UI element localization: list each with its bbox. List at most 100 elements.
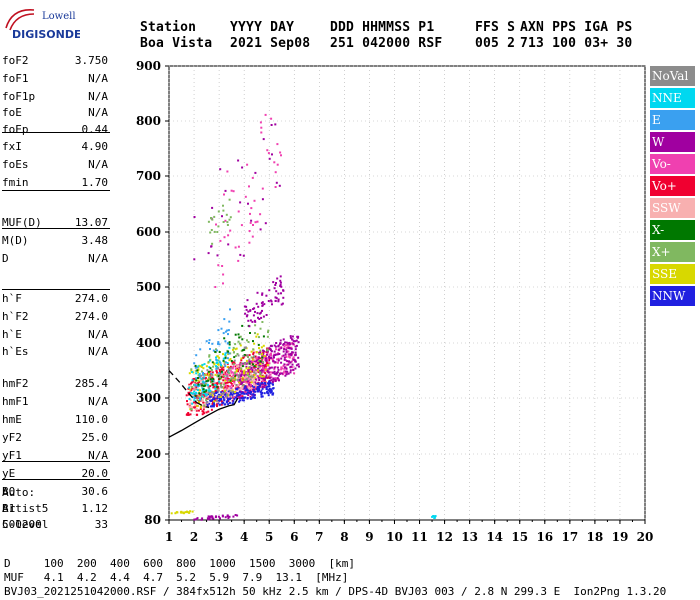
param-row: hmF2 285.4: [2, 377, 108, 391]
echo-point: [194, 388, 197, 391]
echo-point: [270, 379, 273, 382]
echo-point: [228, 381, 231, 383]
echo-point: [258, 389, 260, 391]
y-tick-label: 900: [136, 59, 161, 73]
echo-point: [254, 357, 257, 360]
echo-point: [227, 397, 230, 399]
echo-point: [220, 368, 223, 371]
echo-point: [259, 327, 262, 330]
legend-item-x: X+: [650, 242, 695, 262]
echo-point: [191, 386, 194, 389]
echo-point: [216, 401, 219, 404]
echo-point: [239, 371, 242, 374]
echo-point: [254, 221, 257, 224]
echo-point: [213, 363, 216, 366]
param-row: fmin 1.70: [2, 176, 108, 190]
echo-point: [186, 413, 189, 416]
echo-point: [229, 367, 232, 370]
echo-point: [209, 370, 212, 373]
echo-point: [227, 395, 230, 398]
echo-point: [237, 333, 240, 336]
echo-point: [211, 218, 214, 221]
echo-point: [243, 374, 246, 377]
echo-point: [273, 356, 275, 359]
echo-point: [220, 399, 223, 402]
echo-point: [269, 391, 272, 394]
echo-point: [245, 308, 248, 311]
echo-point: [235, 370, 238, 373]
echo-point: [226, 221, 229, 224]
echo-point: [251, 369, 254, 372]
echo-point: [288, 353, 291, 356]
param-value: 33: [94, 518, 108, 531]
echo-point: [240, 371, 243, 374]
echo-point: [228, 401, 231, 404]
echo-point: [234, 368, 237, 370]
echo-point: [199, 379, 202, 382]
echo-point: [259, 349, 262, 352]
echo-point: [232, 351, 235, 354]
echo-point: [240, 375, 243, 377]
echo-point: [279, 151, 282, 154]
y-tick-label: 600: [136, 225, 161, 239]
echo-point: [223, 318, 226, 321]
echo-point: [229, 373, 232, 376]
param-value: 1.70: [81, 176, 109, 189]
echo-point: [267, 152, 270, 155]
echo-point: [234, 354, 237, 357]
echo-point: [234, 246, 237, 249]
echo-point: [226, 224, 229, 226]
echo-point: [222, 357, 225, 360]
echo-point: [236, 394, 239, 397]
x-tick-label: 2: [190, 530, 198, 544]
echo-point: [207, 410, 210, 413]
echo-point: [270, 352, 272, 355]
echo-point: [256, 383, 259, 386]
echo-point: [219, 362, 222, 365]
echo-point: [248, 384, 251, 387]
echo-point: [284, 341, 287, 344]
echo-point: [273, 353, 276, 356]
echo-point: [220, 364, 222, 366]
echo-point: [242, 392, 245, 395]
echo-point: [231, 388, 234, 391]
echo-point: [247, 341, 250, 343]
echo-point: [263, 303, 266, 306]
param-separator: [2, 228, 110, 229]
echo-point: [253, 355, 255, 358]
trace-cluster-sse: [170, 510, 194, 515]
echo-point: [214, 384, 217, 387]
echo-point: [276, 371, 279, 374]
echo-point: [245, 392, 248, 395]
echo-point: [214, 350, 217, 353]
x-tick-label: 17: [561, 530, 578, 544]
echo-point: [266, 335, 269, 338]
echo-point: [250, 391, 252, 393]
echo-point: [258, 347, 260, 350]
echo-point: [215, 397, 218, 400]
param-separator: [2, 479, 110, 480]
echo-point: [224, 356, 227, 359]
param-value: 4.90: [81, 140, 109, 153]
echo-point: [280, 303, 283, 306]
echo-point: [230, 377, 233, 380]
echo-point: [202, 372, 204, 374]
echo-point: [216, 355, 219, 358]
logo-arc-icon: [5, 9, 35, 31]
echo-point: [283, 370, 286, 373]
echo-point: [270, 350, 273, 353]
echo-point: [249, 370, 252, 373]
echo-point: [250, 219, 253, 222]
echo-point: [211, 342, 214, 345]
echo-point: [207, 252, 210, 255]
echo-point: [254, 355, 257, 358]
echo-point: [261, 309, 263, 312]
echo-point: [274, 186, 277, 188]
echo-point: [279, 279, 282, 282]
echo-point: [290, 354, 293, 357]
echo-point: [210, 217, 212, 219]
echo-point: [218, 403, 221, 406]
echo-point: [224, 361, 227, 364]
echo-point: [220, 398, 223, 401]
echo-point: [195, 372, 198, 375]
